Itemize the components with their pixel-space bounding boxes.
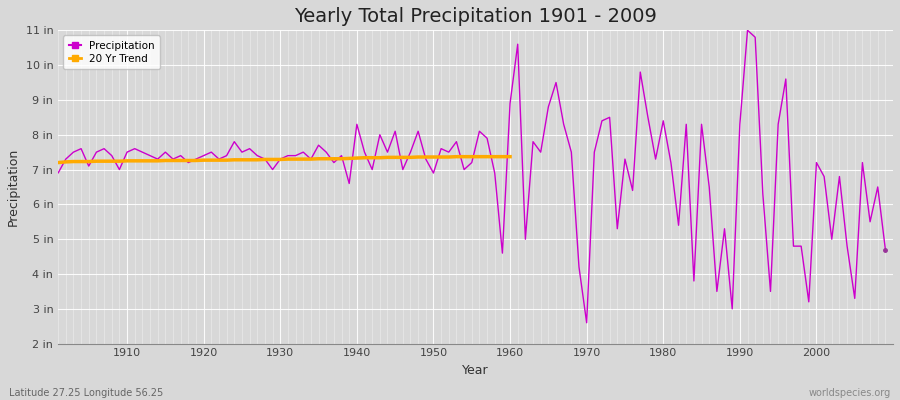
X-axis label: Year: Year	[463, 364, 489, 377]
Title: Yearly Total Precipitation 1901 - 2009: Yearly Total Precipitation 1901 - 2009	[294, 7, 657, 26]
Text: Latitude 27.25 Longitude 56.25: Latitude 27.25 Longitude 56.25	[9, 388, 163, 398]
Legend: Precipitation, 20 Yr Trend: Precipitation, 20 Yr Trend	[63, 36, 160, 69]
Text: worldspecies.org: worldspecies.org	[809, 388, 891, 398]
Y-axis label: Precipitation: Precipitation	[7, 148, 20, 226]
